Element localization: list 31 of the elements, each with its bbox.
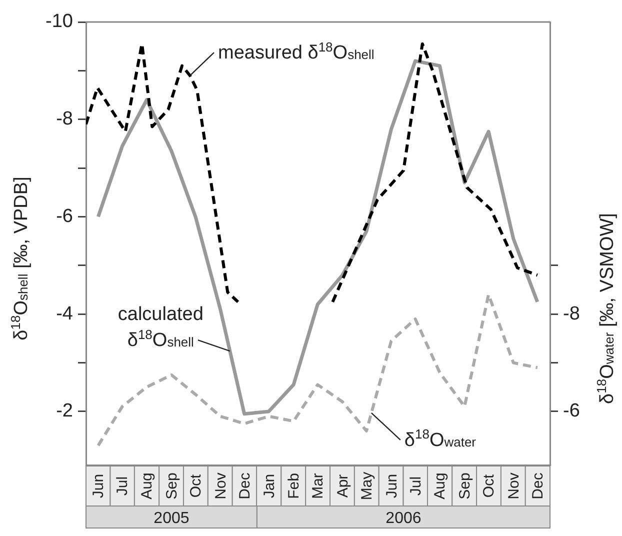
x-tick-label: Nov [505,472,522,500]
x-tick-label: Aug [432,472,449,500]
x-tick-label: Apr [334,474,352,498]
x-tick-label: Oct [188,474,204,498]
x-tick-label: Jun [383,474,400,498]
y-tick-label: -4 [56,303,74,324]
x-tick-label: Jul [114,476,132,496]
x-tick-label: Feb [286,473,303,499]
x-tick-label: Nov [212,472,230,500]
text: 2006 [386,510,422,527]
y2-axis-title: δ18Owater [‰, VSMOW] [594,213,618,404]
x-tick-label: Jul [407,476,424,496]
x-tick-label: Sep [456,472,474,500]
x-tick-label: Aug [138,472,156,500]
y-tick-label: -2 [56,400,73,422]
x-tick-label: Sep [163,472,180,500]
x-tick-label: May [358,471,376,500]
y-tick-label: -10 [46,11,73,32]
x-tick-label: Jun [90,474,108,498]
y2-tick-label: -8 [563,303,580,324]
x-tick-label: Dec [529,472,546,500]
x-tick-label: Oct [480,474,498,498]
x-tick-label: Dec [236,472,254,500]
x-tick-label: Mar [310,473,327,499]
y-tick-label: -8 [56,108,73,130]
y2-tick-label: -6 [563,400,580,422]
y-axis-title: δ18Oshell [‰, VPDB] [8,176,32,340]
text: 2005 [154,510,190,527]
line-series [96,293,539,448]
x-tick-label: Jan [260,474,278,498]
y-tick-label: -6 [56,206,73,227]
